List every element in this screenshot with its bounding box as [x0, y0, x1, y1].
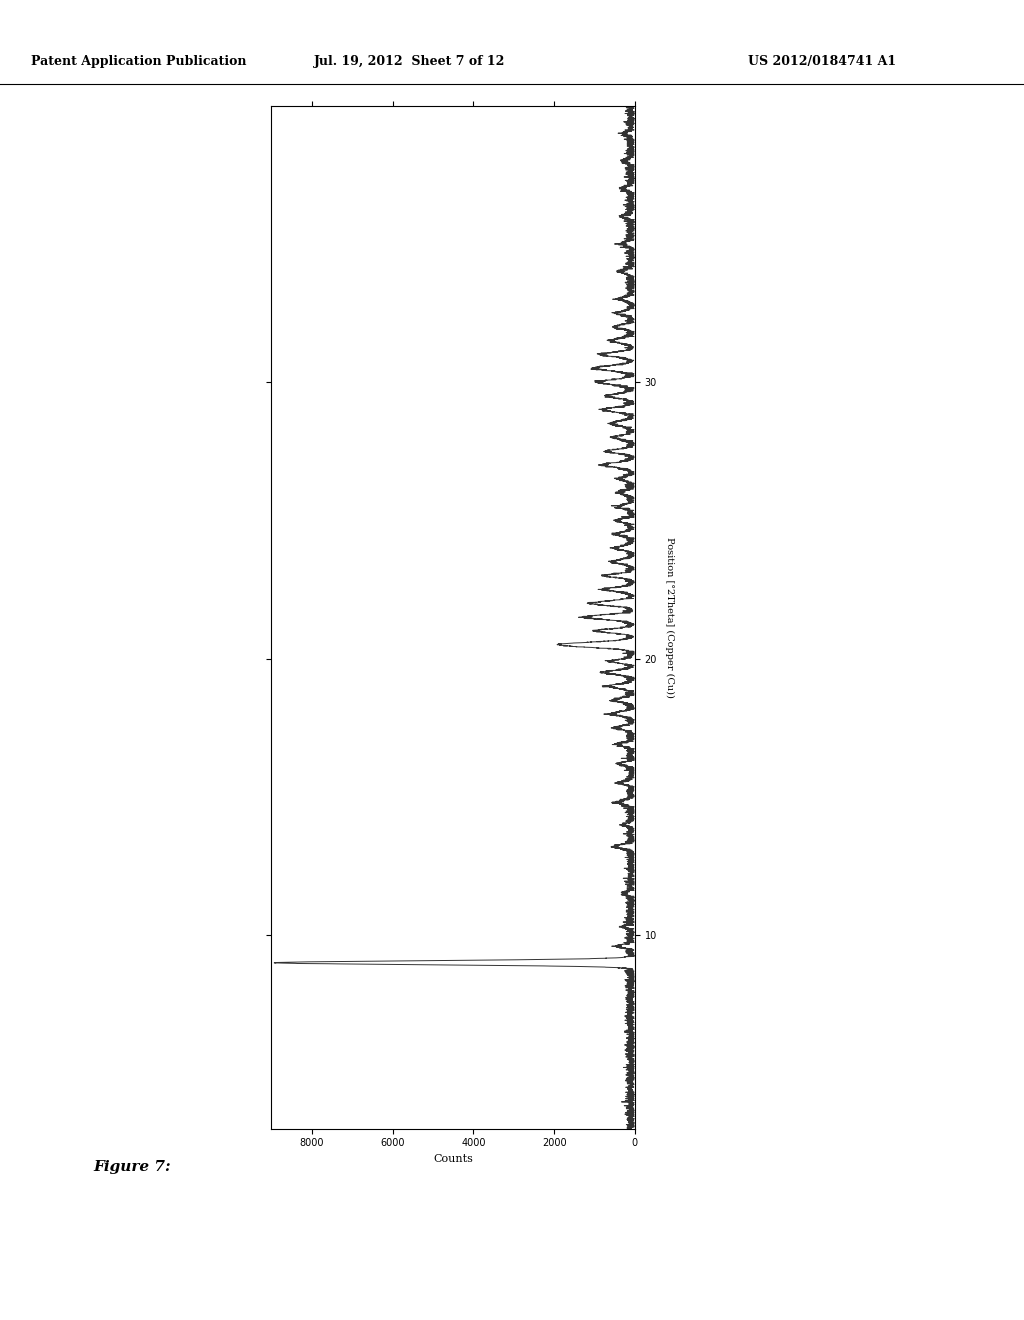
X-axis label: Counts: Counts [433, 1154, 473, 1164]
Y-axis label: Position [°2Theta] (Copper (Cu)): Position [°2Theta] (Copper (Cu)) [665, 537, 674, 697]
Text: Patent Application Publication: Patent Application Publication [31, 54, 246, 67]
Text: Jul. 19, 2012  Sheet 7 of 12: Jul. 19, 2012 Sheet 7 of 12 [314, 54, 505, 67]
Text: US 2012/0184741 A1: US 2012/0184741 A1 [748, 54, 896, 67]
Text: Figure 7:: Figure 7: [93, 1160, 171, 1173]
